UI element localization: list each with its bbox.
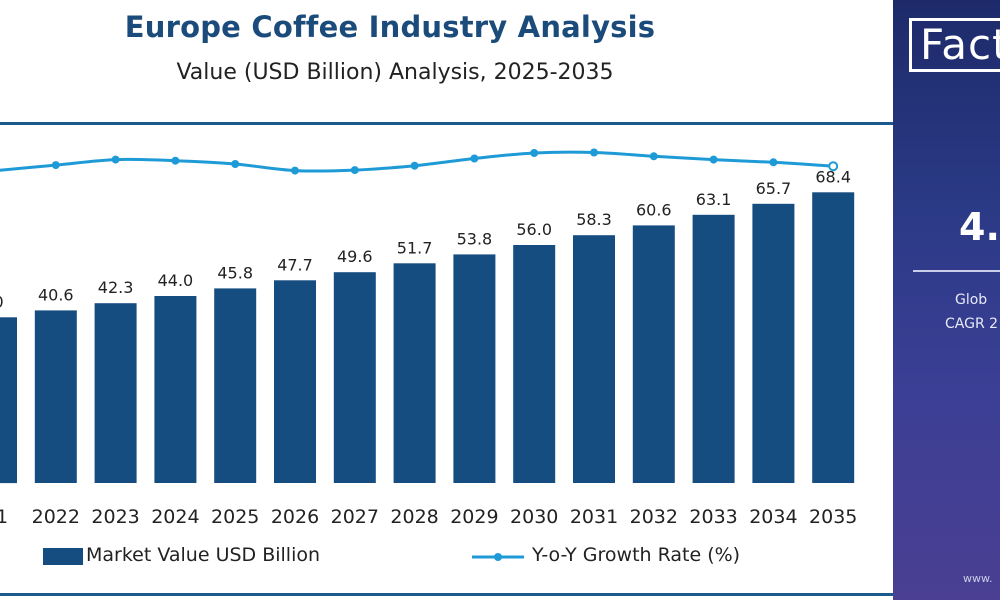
chart-title: Europe Coffee Industry Analysis (124, 10, 656, 44)
brand-logo-text: Fact (920, 20, 1000, 69)
bar-2025 (214, 288, 257, 483)
growth-point-2024 (171, 156, 180, 165)
growth-point-2033 (709, 155, 718, 164)
side-divider (913, 270, 1000, 272)
bar-2035 (812, 192, 855, 484)
growth-point-2034 (769, 158, 778, 167)
bar-2022 (34, 310, 77, 483)
brand-logo-box (909, 18, 1000, 72)
x-tick-label: 2030 (510, 506, 558, 528)
bar-2026 (274, 280, 316, 483)
x-tick-label: 2033 (689, 506, 737, 528)
x-tick-label: 2027 (331, 506, 379, 528)
bar-2033 (692, 214, 735, 484)
growth-point-2027 (350, 166, 359, 175)
bar-value-label: 42.3 (98, 278, 134, 297)
x-tick-label: 2022 (32, 506, 80, 528)
bar-2024 (154, 296, 197, 483)
bar-2029 (453, 254, 496, 483)
bar-value-label: 49.6 (337, 247, 373, 266)
legend-bar-swatch (43, 548, 83, 565)
x-tick-label: 2032 (630, 506, 678, 528)
growth-point-2035 (828, 161, 839, 172)
bar-value-label: 45.8 (217, 263, 253, 282)
site-url: www. (963, 572, 993, 585)
x-tick-label: 2034 (749, 506, 797, 528)
legend-line-swatch (472, 553, 524, 561)
bar-2023 (94, 303, 137, 483)
x-tick-label: 2028 (390, 506, 438, 528)
bar-2031 (573, 235, 615, 483)
bar-value-label: 44.0 (158, 271, 194, 290)
bar-value-label: 63.1 (696, 190, 732, 209)
x-tick-label: 2029 (450, 506, 498, 528)
cagr-label-line2: CAGR 2 (945, 316, 999, 332)
growth-point-2032 (649, 152, 658, 161)
x-tick-label: 21 (0, 506, 8, 528)
bar-value-label: .0 (0, 292, 4, 311)
side-panel: Fact 4. Glob CAGR 2 www. (893, 0, 1000, 600)
bar-value-label: 51.7 (397, 238, 433, 257)
growth-point-2029 (470, 154, 479, 163)
legend-line-label: Y-o-Y Growth Rate (%) (532, 544, 741, 566)
cagr-value: 4. (959, 205, 1000, 249)
bar-value-label: 58.3 (576, 210, 612, 229)
bar-2030 (513, 245, 556, 483)
chart-area: Europe Coffee Industry Analysis Value (U… (0, 10, 893, 596)
x-tick-label: 2031 (570, 506, 618, 528)
bar-2034 (752, 203, 795, 484)
growth-point-2022 (51, 161, 60, 170)
x-tick-label: 2026 (271, 506, 319, 528)
bar-value-label: 40.6 (38, 285, 74, 304)
chart-plot: .0 21 40.6 2022 42.3 2023 44.0 2024 45.8 2025 47.7… (0, 148, 857, 528)
chart-legend: Market Value USD Billion Y-o-Y Growth Ra… (0, 540, 893, 574)
bar-value-label: 60.6 (636, 200, 672, 219)
bottom-divider (0, 593, 893, 596)
x-tick-label: 2023 (91, 506, 139, 528)
bar-value-label: 53.8 (457, 229, 493, 248)
x-tick-label: 2025 (211, 506, 259, 528)
x-tick-label: 2024 (151, 506, 199, 528)
bar-value-label: 56.0 (516, 220, 552, 239)
bar-2028 (393, 263, 436, 483)
growth-point-2030 (530, 149, 539, 157)
bar-value-label: 65.7 (756, 179, 792, 198)
top-divider (0, 122, 893, 125)
growth-point-2031 (590, 148, 598, 157)
growth-point-2026 (291, 166, 299, 175)
bar-2032 (632, 225, 675, 483)
bar-2027 (333, 272, 376, 483)
growth-point-2025 (231, 160, 240, 168)
growth-point-2028 (410, 161, 419, 170)
x-tick-label: 2035 (809, 506, 857, 528)
legend-bar-label: Market Value USD Billion (86, 544, 321, 566)
bar-value-label: 68.4 (815, 167, 851, 186)
bar-value-label: 47.7 (277, 255, 313, 274)
bar-21 (0, 317, 17, 484)
cagr-label-line1: Glob (955, 292, 988, 308)
chart-subtitle: Value (USD Billion) Analysis, 2025-2035 (176, 60, 614, 85)
growth-point-2023 (111, 155, 120, 164)
